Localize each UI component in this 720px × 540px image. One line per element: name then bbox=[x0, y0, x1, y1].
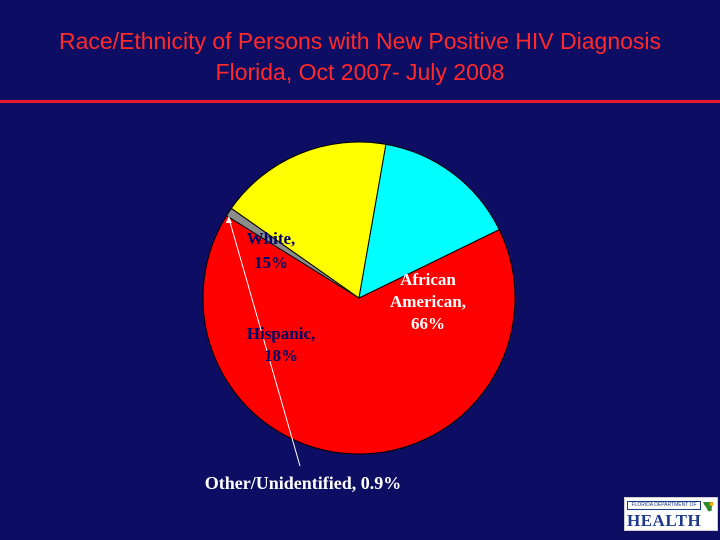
pie-label-hispanic-line-1: Hispanic, bbox=[247, 324, 316, 343]
pie-slice-hispanic bbox=[230, 141, 387, 299]
pie-label-hispanic-line-2: 18% bbox=[264, 346, 298, 365]
florida-leaf-icon bbox=[703, 502, 714, 512]
pie-label-white-line-2: 15% bbox=[254, 253, 288, 272]
slide-title: Race/Ethnicity of Persons with New Posit… bbox=[0, 26, 720, 88]
pie-label-white-line-1: White, bbox=[247, 229, 296, 248]
title-line-1: Race/Ethnicity of Persons with New Posit… bbox=[58, 28, 662, 54]
florida-health-logo: FLORIDA DEPARTMENT OF HEALTH bbox=[624, 497, 718, 531]
callout-line-other bbox=[228, 217, 301, 467]
pie-label-african-american-line-2: American, bbox=[390, 292, 466, 311]
logo-department-text: FLORIDA DEPARTMENT OF bbox=[627, 501, 701, 510]
title-line-2: Florida, Oct 2007- July 2008 bbox=[215, 59, 505, 85]
callout-arrowhead-other bbox=[225, 215, 232, 223]
pie-slice-white bbox=[358, 143, 500, 299]
pie-label-african-american-line-3: 66% bbox=[411, 314, 445, 333]
pie-label-other-line-1: Other/Unidentified, 0.9% bbox=[205, 473, 402, 493]
title-divider bbox=[0, 100, 720, 103]
logo-health-text: HEALTH bbox=[627, 511, 702, 530]
pie-label-african-american-line-1: African bbox=[400, 270, 456, 289]
pie-slice-african-american bbox=[202, 215, 516, 455]
